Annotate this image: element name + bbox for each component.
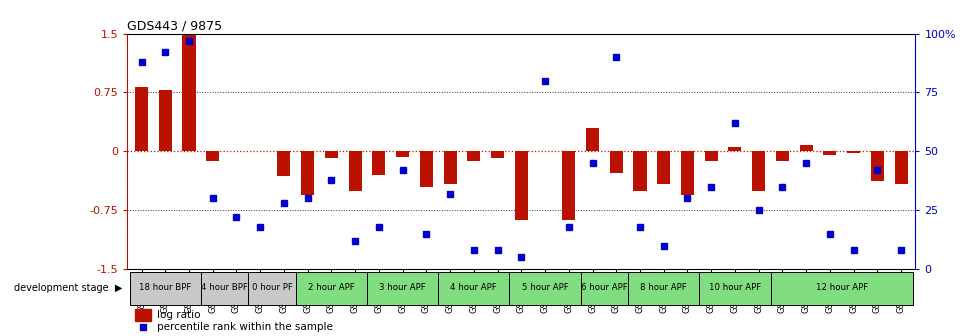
Text: 18 hour BPF: 18 hour BPF xyxy=(139,283,192,292)
Text: 0 hour PF: 0 hour PF xyxy=(251,283,292,292)
Bar xyxy=(301,151,314,195)
Bar xyxy=(135,87,148,151)
Bar xyxy=(586,128,599,151)
Text: 5 hour APF: 5 hour APF xyxy=(521,283,568,292)
Bar xyxy=(491,151,504,158)
Bar xyxy=(846,151,860,153)
Bar xyxy=(295,272,367,305)
Bar xyxy=(348,151,361,191)
Bar xyxy=(182,35,196,151)
Bar xyxy=(628,272,698,305)
Text: 8 hour APF: 8 hour APF xyxy=(640,283,687,292)
Bar xyxy=(443,151,456,184)
Text: 10 hour APF: 10 hour APF xyxy=(708,283,760,292)
Bar xyxy=(656,151,670,184)
Bar xyxy=(514,151,527,220)
Text: 4 hour BPF: 4 hour BPF xyxy=(200,283,247,292)
Bar xyxy=(728,146,740,151)
Text: log ratio: log ratio xyxy=(157,310,200,320)
Text: GDS443 / 9875: GDS443 / 9875 xyxy=(127,19,222,33)
Bar xyxy=(325,151,337,158)
Bar xyxy=(698,272,770,305)
Bar xyxy=(158,90,171,151)
Bar xyxy=(135,309,151,321)
Bar xyxy=(420,151,432,187)
Bar xyxy=(822,151,835,155)
Text: 4 hour APF: 4 hour APF xyxy=(450,283,497,292)
Bar xyxy=(776,151,788,161)
Bar xyxy=(894,151,907,184)
Bar xyxy=(609,151,622,173)
Bar xyxy=(509,272,580,305)
Text: 6 hour APF: 6 hour APF xyxy=(580,283,627,292)
Bar xyxy=(704,151,717,161)
Bar xyxy=(681,151,693,195)
Bar xyxy=(248,272,295,305)
Bar xyxy=(438,272,509,305)
Bar xyxy=(129,272,200,305)
Text: percentile rank within the sample: percentile rank within the sample xyxy=(157,322,333,332)
Bar xyxy=(467,151,480,161)
Bar xyxy=(580,272,628,305)
Bar xyxy=(770,272,912,305)
Bar xyxy=(751,151,765,191)
Bar xyxy=(277,151,290,176)
Bar xyxy=(799,145,812,151)
Bar xyxy=(561,151,575,220)
Text: 3 hour APF: 3 hour APF xyxy=(378,283,425,292)
Bar xyxy=(396,151,409,157)
Bar xyxy=(200,272,248,305)
Bar xyxy=(372,151,385,175)
Bar xyxy=(633,151,645,191)
Text: 12 hour APF: 12 hour APF xyxy=(815,283,867,292)
Text: 2 hour APF: 2 hour APF xyxy=(308,283,354,292)
Bar xyxy=(206,151,219,161)
Bar xyxy=(367,272,438,305)
Bar xyxy=(870,151,883,181)
Text: development stage  ▶: development stage ▶ xyxy=(14,283,122,293)
